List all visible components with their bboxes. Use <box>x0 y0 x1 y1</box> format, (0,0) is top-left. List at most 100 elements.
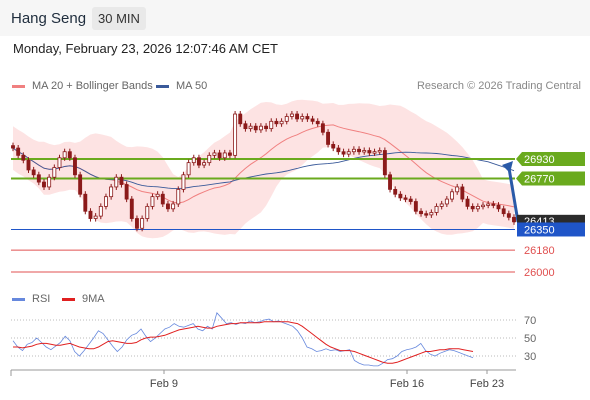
candle-body <box>88 210 93 219</box>
candle-body <box>52 167 57 178</box>
candle-body <box>186 162 191 176</box>
candle-body <box>455 186 460 193</box>
candle-body <box>129 198 134 219</box>
candle-body <box>171 203 176 210</box>
candle-body <box>57 157 62 168</box>
candle-body <box>315 120 320 125</box>
candle-body <box>429 212 434 216</box>
candle-body <box>109 186 114 198</box>
candle-body <box>408 198 413 202</box>
candle-body <box>326 131 331 145</box>
candle-body <box>305 116 310 120</box>
candle-body <box>289 113 294 117</box>
candle-body <box>258 125 263 131</box>
candle-body <box>98 205 103 217</box>
ma50-line <box>12 147 515 190</box>
legend-rsi: RSI <box>12 293 50 305</box>
candle-body <box>233 113 238 156</box>
resistance-1-label-bg <box>516 171 585 186</box>
candle-body <box>388 174 392 190</box>
candle-body <box>300 116 305 120</box>
candle-body <box>212 152 217 156</box>
rsi-ma-swatch <box>62 297 75 301</box>
candle-body <box>496 204 501 210</box>
candle-body <box>475 205 480 210</box>
candle-body <box>135 218 139 229</box>
candle-body <box>222 152 227 159</box>
candle-body <box>238 113 243 125</box>
candle-body <box>150 196 155 207</box>
candle-body <box>202 162 207 166</box>
candle-body <box>320 123 325 133</box>
candle-body <box>424 213 429 216</box>
candle-body <box>506 213 511 218</box>
time-tick-label: Feb 9 <box>150 378 178 390</box>
candle-body <box>93 215 98 219</box>
candle-body <box>274 120 279 125</box>
candle-body <box>155 193 160 198</box>
ma20-label: MA 20 + Bollinger Bands <box>32 80 153 92</box>
candle-body <box>176 188 181 205</box>
timestamp: Monday, February 23, 2026 12:07:46 AM CE… <box>13 41 278 56</box>
rsi-label: RSI <box>32 293 51 305</box>
candle-body <box>196 157 201 166</box>
candle-body <box>47 176 52 188</box>
support-3-label: 26000 <box>524 267 555 279</box>
forecast-arrow-shaft <box>507 167 520 223</box>
rsi-tick-label: 50 <box>524 333 536 345</box>
candle-body <box>295 113 300 120</box>
legend-rsi-ma: 9MA <box>62 293 105 305</box>
candle-body <box>413 201 418 212</box>
time-tick-label: Feb 23 <box>470 378 504 390</box>
support-2-label: 26180 <box>524 245 555 257</box>
header-bar: Hang Seng 30 MIN <box>0 0 590 36</box>
ma50-swatch <box>156 84 169 88</box>
candle-body <box>481 204 485 208</box>
resistance-2-label-bg <box>516 152 585 166</box>
candle-body <box>264 125 269 130</box>
candle-body <box>393 188 398 195</box>
bollinger-bands <box>13 99 514 239</box>
candle-body <box>434 205 439 213</box>
rsi-swatch <box>12 297 25 301</box>
candle-body <box>11 145 15 149</box>
candle-body <box>21 154 26 161</box>
candle-body <box>36 174 41 183</box>
candle-body <box>191 157 196 164</box>
candle-body <box>243 123 248 130</box>
support-1-label-bg <box>517 222 585 237</box>
candle-body <box>377 150 382 153</box>
candle-body <box>382 150 387 176</box>
candle-body <box>439 203 444 207</box>
candle-body <box>470 205 475 210</box>
candle-body <box>207 154 212 164</box>
candle-body <box>357 148 361 153</box>
credit-text: Research © 2026 Trading Central <box>416 80 581 92</box>
candle-body <box>398 193 403 199</box>
candle-body <box>253 125 258 131</box>
candle-body <box>419 210 423 215</box>
candle-body <box>124 184 129 200</box>
support-1-label: 26350 <box>524 224 555 236</box>
interval-badge[interactable]: 30 MIN <box>92 7 146 30</box>
time-tick-label: Feb 16 <box>390 378 424 390</box>
candle-body <box>460 186 465 200</box>
candle-body <box>67 151 72 159</box>
candle-body <box>486 203 491 206</box>
candle-body <box>217 152 222 159</box>
candle-body <box>367 150 372 154</box>
rsi-tick-label: 30 <box>524 351 536 363</box>
rsi-ma-label: 9MA <box>82 293 105 305</box>
candle-body <box>362 150 367 153</box>
candle-body <box>491 203 496 206</box>
candle-body <box>346 151 351 155</box>
candle-body <box>372 151 377 154</box>
rsi-ma-line <box>13 321 474 364</box>
candle-body <box>331 144 336 149</box>
instrument-title: Hang Seng <box>11 10 87 27</box>
candle-body <box>31 169 36 176</box>
candle-body <box>450 191 454 200</box>
candle-body <box>140 218 145 229</box>
candle-body <box>119 176 124 185</box>
